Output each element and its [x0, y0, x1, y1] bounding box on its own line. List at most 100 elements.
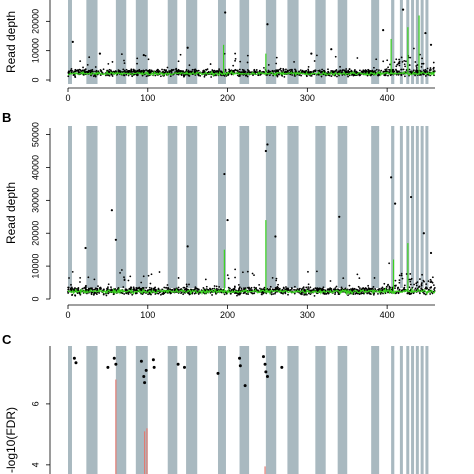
data-point — [94, 75, 97, 78]
chromosome-band — [415, 346, 419, 474]
data-point — [127, 279, 130, 282]
data-point — [154, 286, 157, 289]
data-point — [372, 285, 375, 288]
data-point — [132, 288, 135, 291]
data-point — [71, 288, 74, 290]
data-point — [394, 279, 397, 282]
data-point — [425, 70, 428, 72]
data-point — [197, 288, 200, 291]
fdr-point — [216, 371, 220, 375]
outlier-point — [266, 143, 269, 146]
data-point — [250, 286, 253, 289]
data-point — [415, 282, 418, 285]
chromosome-band — [371, 0, 380, 84]
data-point — [372, 293, 375, 296]
data-point — [177, 60, 180, 63]
data-point — [108, 74, 111, 77]
data-point — [249, 288, 252, 290]
data-point — [154, 70, 157, 73]
data-point — [365, 69, 368, 72]
data-point — [233, 287, 236, 290]
data-point — [366, 74, 369, 77]
data-point — [94, 288, 96, 291]
data-point — [400, 274, 403, 277]
data-point — [132, 286, 135, 289]
data-point — [296, 288, 299, 290]
panel-c-label: C — [2, 332, 12, 347]
data-point — [165, 286, 167, 289]
data-point — [352, 74, 355, 77]
data-point — [330, 69, 333, 72]
data-point — [412, 292, 415, 295]
data-point — [119, 70, 122, 73]
data-point — [185, 283, 188, 286]
fdr-point — [176, 362, 180, 366]
data-point — [382, 288, 384, 291]
chromosome-band — [315, 346, 326, 474]
data-point — [102, 289, 105, 291]
data-point — [358, 277, 361, 280]
chromosome-band — [371, 346, 380, 474]
panel-b-smooth-line — [67, 220, 436, 296]
data-point — [128, 291, 131, 294]
data-point — [177, 68, 180, 71]
data-point — [423, 292, 426, 295]
data-point — [404, 75, 406, 78]
fdr-point — [114, 362, 118, 366]
chromosome-band — [115, 346, 127, 474]
y-tick-label: 50000 — [30, 122, 40, 147]
data-point — [126, 70, 129, 73]
outlier-point — [310, 52, 313, 55]
data-point — [277, 73, 280, 76]
data-point — [150, 287, 153, 290]
data-point — [307, 288, 310, 290]
data-point — [210, 76, 213, 78]
data-point — [404, 60, 407, 63]
data-point — [291, 74, 294, 76]
data-point — [203, 75, 206, 78]
data-point — [408, 64, 411, 66]
data-point — [307, 286, 310, 289]
data-point — [415, 69, 417, 72]
data-point — [161, 68, 163, 71]
outlier-point — [330, 48, 333, 51]
panel-c-bands — [68, 346, 429, 474]
data-point — [71, 270, 74, 273]
data-point — [282, 68, 285, 71]
data-point — [375, 58, 378, 61]
data-point — [347, 75, 349, 78]
data-point — [267, 64, 270, 66]
data-point — [81, 287, 84, 290]
data-point — [363, 288, 366, 290]
data-point — [67, 286, 70, 289]
data-point — [154, 293, 157, 295]
data-point — [432, 284, 435, 287]
y-tick-label: 20000 — [30, 221, 40, 246]
data-point — [124, 71, 127, 73]
data-point — [154, 74, 157, 77]
data-point — [69, 69, 72, 72]
y-tick-label: 10000 — [30, 254, 40, 279]
data-point — [252, 74, 254, 76]
data-point — [232, 289, 235, 292]
data-point — [166, 66, 169, 69]
data-point — [403, 63, 406, 66]
data-point — [285, 68, 287, 71]
chromosome-band — [420, 0, 424, 84]
data-point — [82, 66, 84, 69]
data-point — [394, 287, 396, 290]
data-point — [110, 286, 112, 289]
data-point — [320, 288, 323, 291]
data-point — [238, 286, 241, 289]
data-point — [320, 75, 323, 78]
data-point — [431, 276, 434, 279]
chromosome-band — [68, 126, 72, 288]
data-point — [357, 285, 360, 288]
data-point — [239, 60, 242, 63]
data-point — [334, 288, 336, 291]
data-point — [408, 291, 411, 294]
data-point — [275, 279, 278, 282]
data-point — [93, 74, 96, 77]
data-point — [229, 287, 231, 290]
